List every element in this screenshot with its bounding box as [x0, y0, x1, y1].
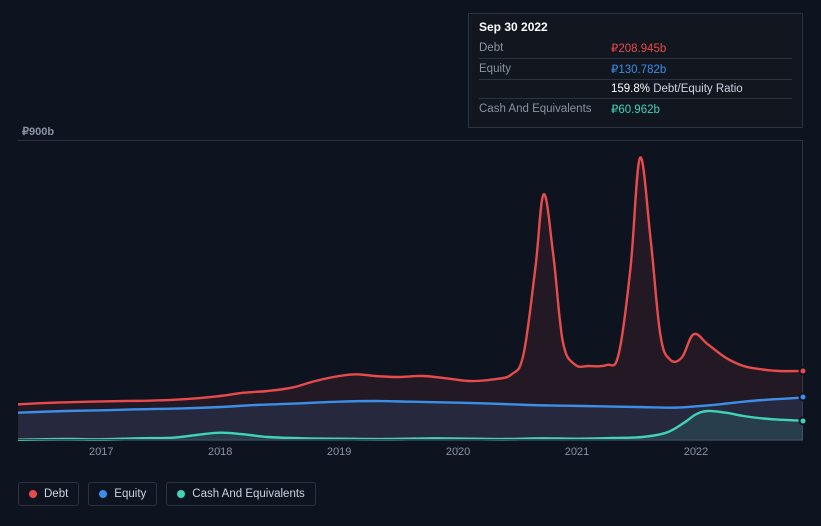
legend-item-equity[interactable]: Equity	[88, 482, 157, 506]
tooltip-row-value: ₽208.945b	[611, 38, 792, 59]
series-area-debt	[18, 157, 803, 441]
chart-tooltip: Sep 30 2022 Debt₽208.945bEquity₽130.782b…	[468, 13, 803, 128]
tooltip-row-value: 159.8% Debt/Equity Ratio	[611, 80, 792, 99]
tooltip-row-label	[479, 80, 611, 99]
legend-item-debt[interactable]: Debt	[18, 482, 79, 506]
x-axis-label: 2017	[89, 446, 113, 458]
legend-dot-icon	[177, 490, 185, 498]
tooltip-row-label: Debt	[479, 38, 611, 59]
x-axis-label: 2018	[208, 446, 232, 458]
tooltip-row-label: Equity	[479, 59, 611, 80]
series-end-dot-cash	[799, 416, 808, 425]
tooltip-row-value: ₽130.782b	[611, 59, 792, 80]
chart-baseline	[18, 439, 802, 440]
legend-label: Debt	[44, 488, 68, 500]
tooltip-row: Cash And Equivalents₽60.962b	[479, 99, 792, 120]
series-end-dot-equity	[799, 393, 808, 402]
tooltip-row-label: Cash And Equivalents	[479, 99, 611, 120]
y-axis-max-label: ₽900b	[22, 125, 54, 138]
x-axis-labels: 2017 2018 2019 2020 2021 2022	[18, 446, 803, 464]
tooltip-row: Debt₽208.945b	[479, 38, 792, 59]
tooltip-title: Sep 30 2022	[479, 20, 792, 34]
x-axis-label: 2022	[684, 446, 708, 458]
x-axis-label: 2019	[327, 446, 351, 458]
series-end-dot-debt	[799, 367, 808, 376]
chart-plot-area[interactable]	[18, 140, 803, 440]
chart-legend: Debt Equity Cash And Equivalents	[18, 482, 316, 506]
x-axis-label: 2020	[446, 446, 470, 458]
legend-dot-icon	[29, 490, 37, 498]
x-axis-label: 2021	[565, 446, 589, 458]
tooltip-table: Debt₽208.945bEquity₽130.782b159.8% Debt/…	[479, 38, 792, 119]
tooltip-row: 159.8% Debt/Equity Ratio	[479, 80, 792, 99]
chart-svg	[18, 141, 803, 441]
tooltip-row-value: ₽60.962b	[611, 99, 792, 120]
legend-dot-icon	[99, 490, 107, 498]
legend-label: Cash And Equivalents	[192, 488, 305, 500]
legend-item-cash[interactable]: Cash And Equivalents	[166, 482, 316, 506]
tooltip-row: Equity₽130.782b	[479, 59, 792, 80]
legend-label: Equity	[114, 488, 146, 500]
